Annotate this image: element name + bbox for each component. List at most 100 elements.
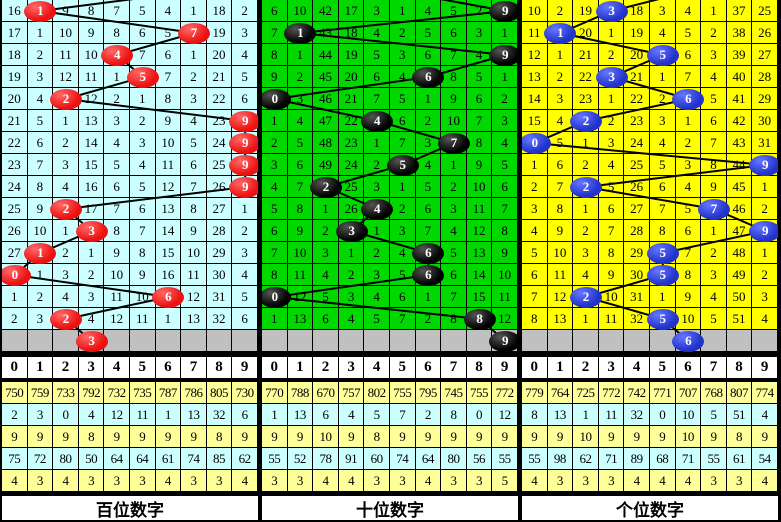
forecast-band-cell	[313, 330, 339, 352]
miss-count-cell: 3	[364, 264, 390, 286]
stat-cell: 9	[338, 426, 365, 448]
digit-header-cell: 7	[181, 357, 207, 378]
stat-cell: 4	[752, 470, 778, 492]
miss-count-cell: 6	[415, 198, 442, 220]
stat-cell: 9	[752, 426, 778, 448]
panel-title-units: 个位数字	[522, 496, 778, 520]
miss-count-cell: 13	[78, 110, 105, 132]
miss-count-cell: 12	[53, 66, 79, 88]
stat-cell: 3	[598, 470, 625, 492]
miss-count-cell: 15	[78, 154, 105, 176]
miss-count-cell: 2	[701, 242, 727, 264]
divider	[522, 352, 778, 357]
miss-count-cell: 1	[262, 308, 288, 330]
stat-cell: 9	[287, 426, 314, 448]
miss-count-cell: 8	[78, 0, 105, 22]
miss-count-cell: 16	[78, 176, 105, 198]
miss-count-cell: 8	[547, 198, 574, 220]
stat-cell: 742	[624, 382, 650, 404]
miss-count-cell: 13	[522, 66, 548, 88]
stat-cell: 788	[287, 382, 314, 404]
miss-count-cell: 4	[287, 110, 314, 132]
miss-count-cell: 9	[701, 176, 727, 198]
divider	[522, 492, 778, 496]
miss-count-cell: 1	[492, 66, 518, 88]
stat-cell: 13	[547, 404, 574, 426]
trend-grid-hundreds: 16 9 8 7 5 4 1 18 2 17 1 10 9 8 6 5 19 3 18 2 11 10 7 6 1 20 4 19 3 1…	[2, 0, 258, 352]
miss-count-cell: 6	[466, 88, 493, 110]
miss-count-cell: 3	[573, 242, 599, 264]
drawn-number-ball: 6	[672, 330, 705, 352]
drawn-number-ball: 5	[646, 308, 679, 330]
stat-cell: 75	[2, 448, 28, 470]
miss-count-cell: 3	[752, 286, 778, 308]
stat-cell: 3	[104, 470, 130, 492]
divider	[522, 378, 778, 382]
miss-count-cell: 1	[389, 0, 416, 22]
trend-grid-tens: 6 10 42 17 3 1 4 5 2 7 43 18 4 2 5 6 3 1 8 1 44 19 5 3 6 7 4 9 2 45 20…	[262, 0, 518, 352]
miss-count-cell: 2	[104, 88, 130, 110]
miss-count-cell: 4	[53, 286, 79, 308]
miss-count-cell: 5	[598, 176, 625, 198]
stat-cell: 9	[53, 426, 79, 448]
stat-cell: 2	[2, 404, 28, 426]
stat-cell: 9	[624, 426, 650, 448]
digit-header-cell: 3	[598, 357, 625, 378]
drawn-number-ball: 9	[489, 0, 518, 22]
miss-count-cell: 9	[78, 22, 105, 44]
miss-count-cell: 27	[206, 198, 233, 220]
drawn-number-ball: 5	[386, 154, 419, 176]
miss-count-cell: 19	[338, 44, 365, 66]
drawn-number-ball: 6	[672, 88, 705, 110]
stat-cell: 779	[522, 382, 548, 404]
miss-count-cell: 3	[441, 198, 467, 220]
miss-count-cell: 25	[338, 176, 365, 198]
stat-cell: 3	[27, 404, 54, 426]
miss-count-cell: 1	[313, 198, 339, 220]
miss-count-cell: 22	[2, 132, 28, 154]
stat-cell: 4	[522, 470, 548, 492]
miss-count-cell: 1	[181, 0, 207, 22]
stat-cell: 0	[649, 404, 676, 426]
drawn-number-ball: 9	[749, 220, 778, 242]
miss-count-cell: 5	[364, 44, 390, 66]
miss-count-cell: 3	[701, 264, 727, 286]
miss-count-cell: 43	[313, 22, 339, 44]
stat-cell: 3	[27, 470, 54, 492]
stat-cell: 3	[287, 470, 314, 492]
stat-cell: 10	[313, 426, 339, 448]
digit-header-cell: 2	[53, 357, 79, 378]
miss-count-cell: 21	[338, 88, 365, 110]
panel-title-hundreds: 百位数字	[2, 496, 258, 520]
miss-count-cell: 7	[104, 0, 130, 22]
stat-cell: 9	[649, 426, 676, 448]
miss-count-cell: 8	[104, 220, 130, 242]
forecast-band-cell	[547, 330, 574, 352]
miss-count-cell: 21	[206, 66, 233, 88]
miss-count-cell: 2	[415, 308, 442, 330]
miss-count-cell: 28	[624, 220, 650, 242]
miss-count-cell: 7	[675, 66, 702, 88]
digit-header-cell: 9	[752, 357, 778, 378]
miss-count-cell: 3	[522, 198, 548, 220]
stat-cell: 9	[547, 426, 574, 448]
miss-count-cell: 2	[389, 22, 416, 44]
miss-count-cell: 23	[2, 154, 28, 176]
miss-count-cell: 3	[364, 176, 390, 198]
miss-count-cell: 24	[2, 176, 28, 198]
drawn-number-ball: 6	[412, 242, 445, 264]
miss-count-cell: 5	[27, 110, 54, 132]
miss-count-cell: 45	[726, 176, 753, 198]
miss-count-cell: 1	[522, 154, 548, 176]
stat-cell: 774	[752, 382, 778, 404]
stat-cell: 32	[624, 404, 650, 426]
forecast-band-cell	[701, 330, 727, 352]
stat-cell: 54	[752, 448, 778, 470]
stat-cell: 11	[598, 404, 625, 426]
stat-cell: 60	[364, 448, 390, 470]
miss-count-cell: 2	[492, 88, 518, 110]
miss-count-cell: 6	[129, 198, 156, 220]
miss-count-cell: 6	[129, 22, 156, 44]
stat-cell: 764	[547, 382, 574, 404]
